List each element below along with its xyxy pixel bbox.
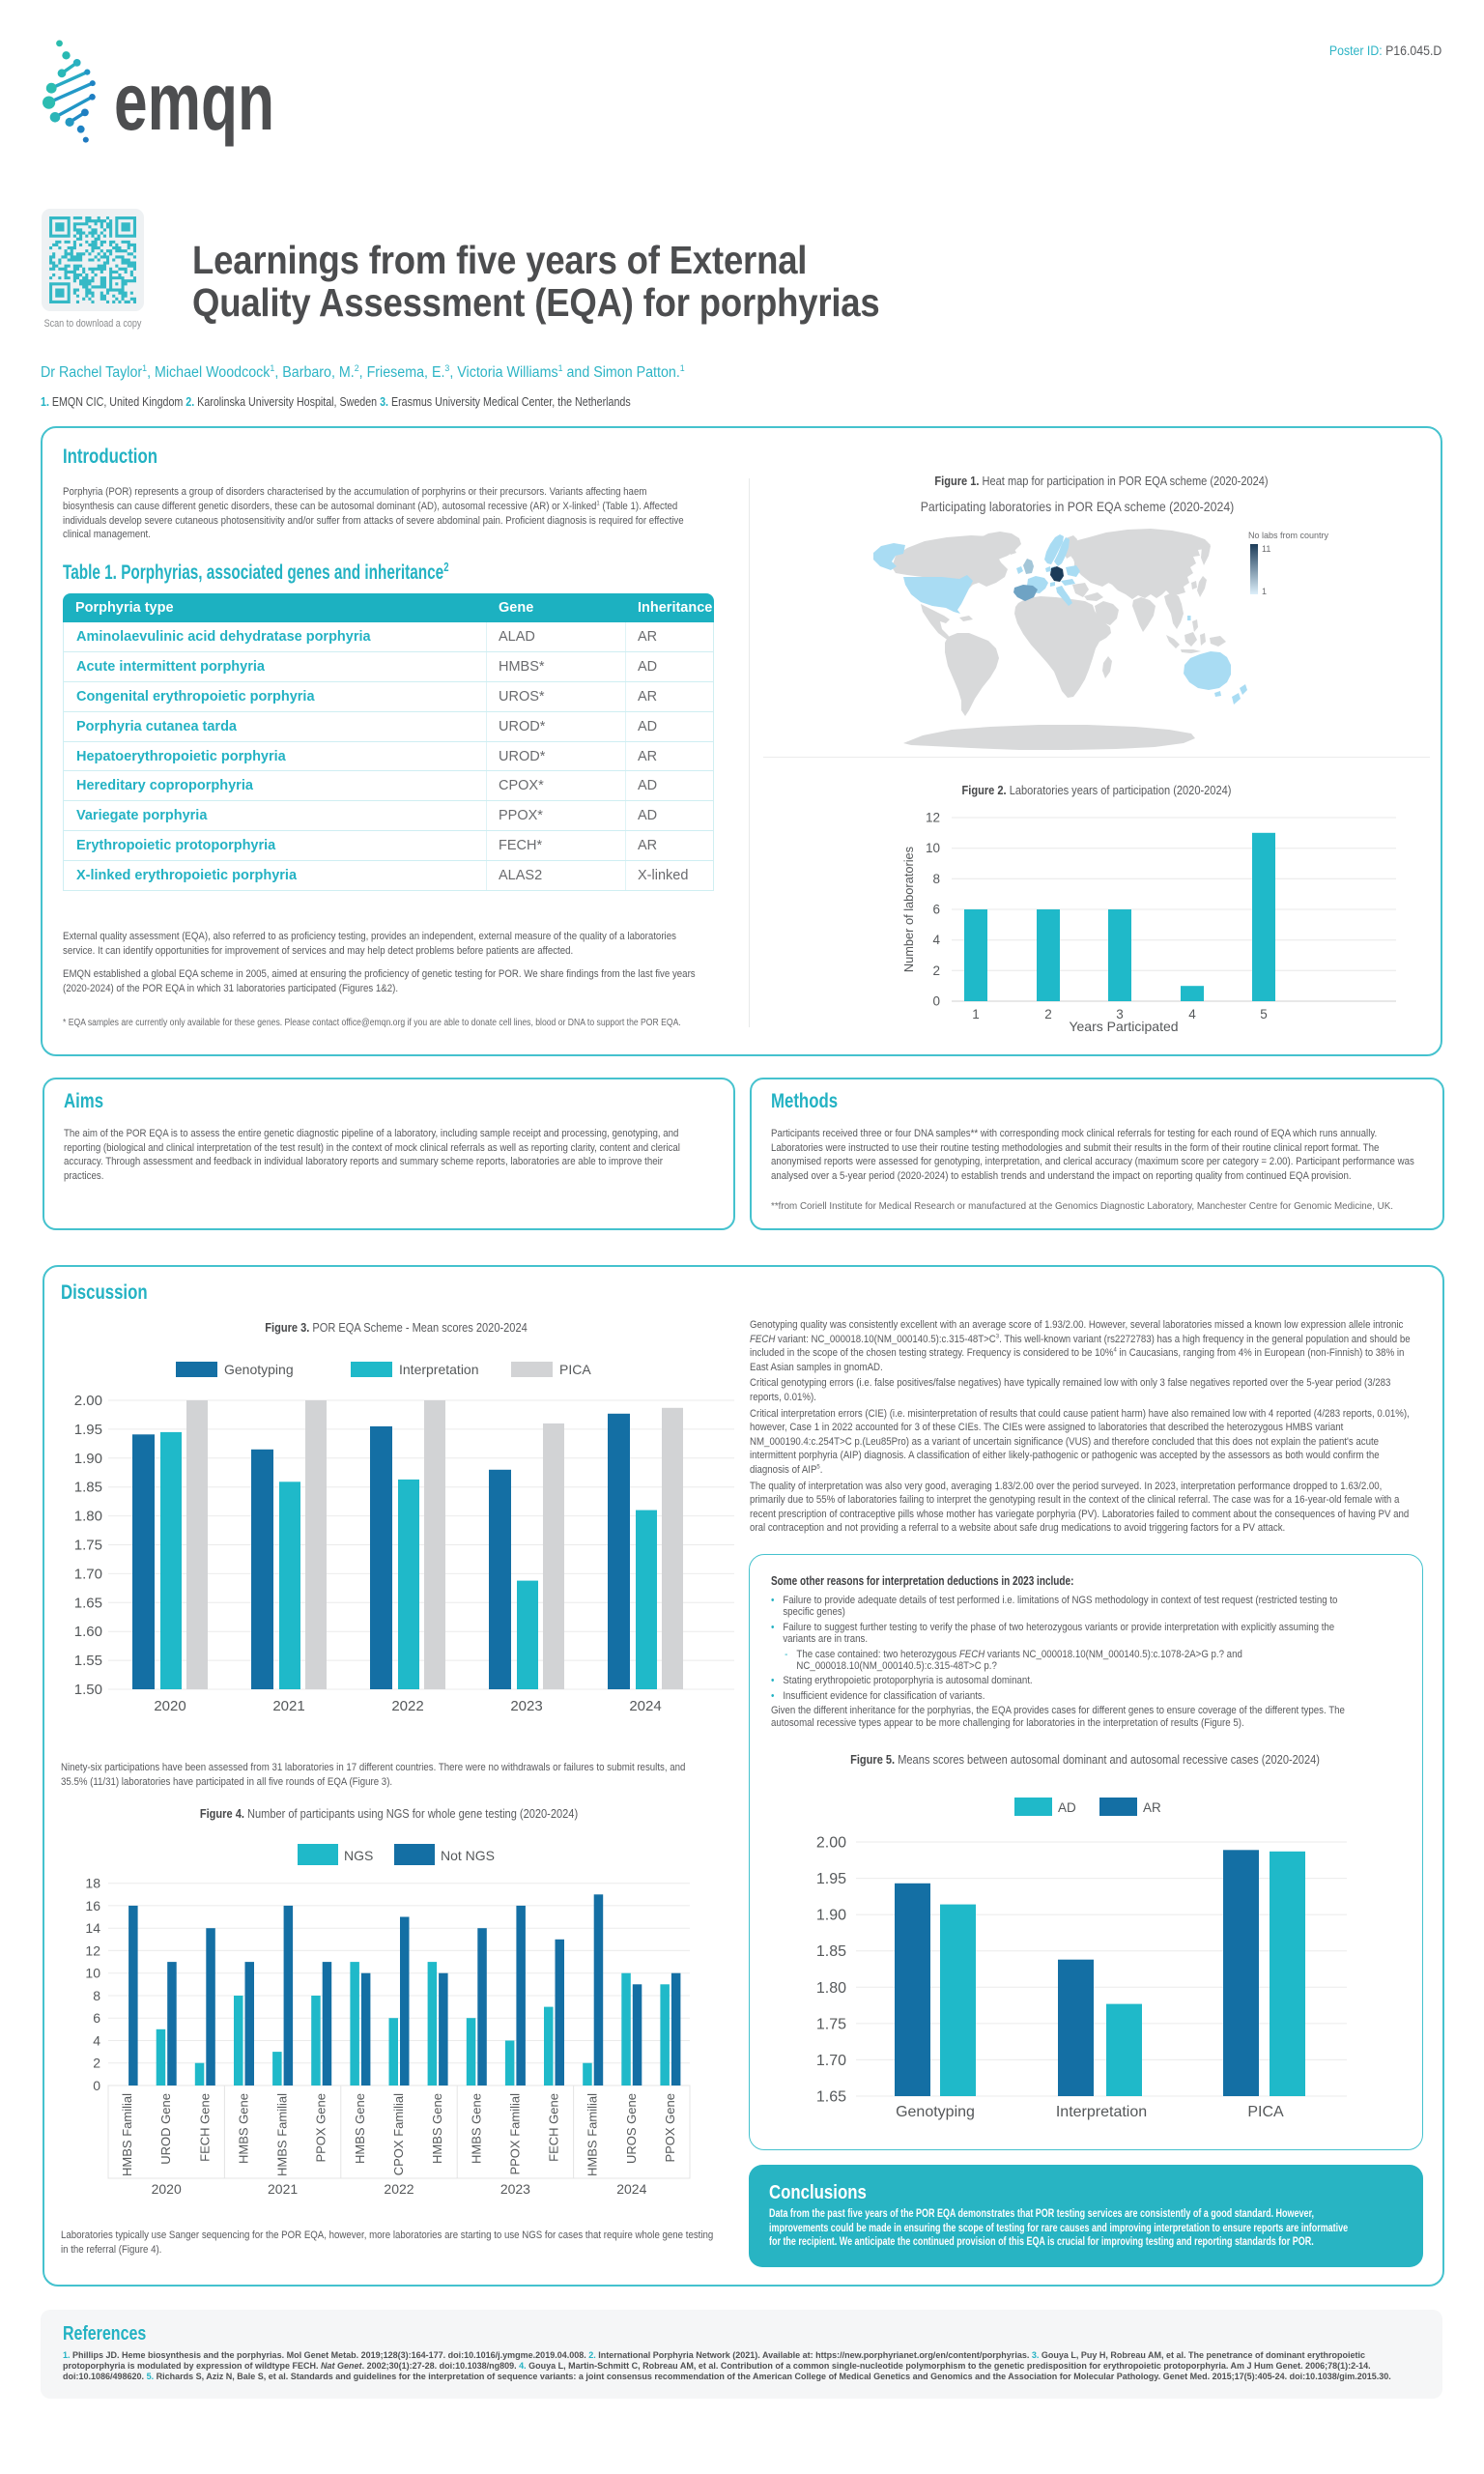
svg-text:1.55: 1.55 — [74, 1653, 102, 1669]
svg-text:HMBS Gene: HMBS Gene — [430, 2093, 444, 2164]
svg-text:Genotyping: Genotyping — [224, 1362, 294, 1377]
svg-text:2020: 2020 — [154, 1698, 186, 1714]
svg-text:4: 4 — [1188, 1007, 1196, 1021]
svg-text:2022: 2022 — [391, 1698, 423, 1714]
svg-text:8: 8 — [93, 1988, 100, 2003]
svg-text:2021: 2021 — [272, 1698, 304, 1714]
svg-text:2024: 2024 — [629, 1698, 661, 1714]
svg-text:UROD Gene: UROD Gene — [158, 2093, 173, 2165]
svg-text:6: 6 — [93, 2010, 100, 2026]
svg-text:10: 10 — [85, 1966, 100, 1981]
svg-text:8: 8 — [932, 872, 940, 886]
svg-text:18: 18 — [85, 1876, 100, 1891]
svg-text:4: 4 — [93, 2033, 100, 2049]
svg-text:1.95: 1.95 — [816, 1871, 846, 1887]
svg-text:1.65: 1.65 — [816, 2089, 846, 2106]
svg-text:10: 10 — [926, 841, 940, 855]
svg-text:PPOX Gene: PPOX Gene — [314, 2093, 328, 2163]
svg-text:12: 12 — [85, 1942, 100, 1958]
svg-text:FECH Gene: FECH Gene — [547, 2093, 561, 2162]
svg-text:Number of laboratories: Number of laboratories — [901, 847, 916, 972]
svg-text:11: 11 — [1262, 544, 1270, 554]
svg-text:1.95: 1.95 — [74, 1422, 102, 1438]
svg-text:Years Participated: Years Participated — [1069, 1019, 1178, 1034]
svg-text:2: 2 — [932, 964, 940, 978]
svg-text:1.90: 1.90 — [74, 1451, 102, 1467]
svg-text:3: 3 — [1116, 1007, 1124, 1021]
svg-text:HMBS Familial: HMBS Familial — [585, 2093, 600, 2176]
svg-text:16: 16 — [85, 1898, 100, 1913]
svg-text:0: 0 — [932, 994, 940, 1009]
svg-text:1: 1 — [1262, 587, 1267, 596]
svg-text:UROS Gene: UROS Gene — [624, 2093, 639, 2164]
svg-text:Interpretation: Interpretation — [1056, 2104, 1147, 2120]
svg-text:AR: AR — [1143, 1800, 1161, 1815]
svg-text:1.70: 1.70 — [816, 2053, 846, 2069]
svg-text:2023: 2023 — [500, 2181, 530, 2197]
svg-text:HMBS Gene: HMBS Gene — [237, 2093, 251, 2164]
svg-text:HMBS Familial: HMBS Familial — [275, 2093, 290, 2176]
svg-text:Genotyping: Genotyping — [896, 2104, 975, 2120]
svg-text:2: 2 — [1044, 1007, 1052, 1021]
svg-text:2023: 2023 — [510, 1698, 542, 1714]
svg-text:2020: 2020 — [152, 2181, 182, 2197]
svg-text:2022: 2022 — [384, 2181, 414, 2197]
svg-text:6: 6 — [932, 903, 940, 917]
svg-text:1: 1 — [972, 1007, 980, 1021]
svg-text:PICA: PICA — [559, 1362, 591, 1377]
svg-text:5: 5 — [1260, 1007, 1268, 1021]
svg-text:HMBS Gene: HMBS Gene — [353, 2093, 367, 2164]
svg-text:2021: 2021 — [268, 2181, 298, 2197]
svg-text:1.85: 1.85 — [816, 1943, 846, 1960]
svg-text:HMBS Familial: HMBS Familial — [120, 2093, 134, 2176]
svg-text:1.80: 1.80 — [74, 1509, 102, 1525]
svg-text:1.65: 1.65 — [74, 1595, 102, 1611]
svg-text:1.70: 1.70 — [74, 1566, 102, 1582]
svg-text:Not NGS: Not NGS — [441, 1848, 495, 1863]
svg-text:1.50: 1.50 — [74, 1682, 102, 1698]
svg-text:12: 12 — [926, 811, 940, 825]
svg-text:AD: AD — [1058, 1800, 1076, 1815]
svg-text:2024: 2024 — [616, 2181, 646, 2197]
svg-text:CPOX Familial: CPOX Familial — [391, 2093, 406, 2175]
svg-text:Interpretation: Interpretation — [399, 1362, 479, 1377]
svg-text:PPOX Gene: PPOX Gene — [663, 2093, 677, 2163]
svg-text:0: 0 — [93, 2078, 100, 2093]
svg-text:1.75: 1.75 — [74, 1538, 102, 1554]
svg-text:2.00: 2.00 — [74, 1393, 102, 1409]
svg-text:HMBS Gene: HMBS Gene — [469, 2093, 483, 2164]
svg-text:2.00: 2.00 — [816, 1835, 846, 1852]
svg-text:No labs from country: No labs from country — [1248, 531, 1329, 540]
svg-text:PICA: PICA — [1247, 2104, 1284, 2120]
svg-text:1.85: 1.85 — [74, 1480, 102, 1496]
svg-text:4: 4 — [932, 933, 940, 947]
svg-text:PPOX Familial: PPOX Familial — [507, 2093, 522, 2175]
svg-text:1.80: 1.80 — [816, 1980, 846, 1997]
svg-text:FECH Gene: FECH Gene — [197, 2093, 212, 2162]
svg-text:2: 2 — [93, 2056, 100, 2071]
svg-text:1.75: 1.75 — [816, 2016, 846, 2032]
svg-text:NGS: NGS — [344, 1848, 373, 1863]
svg-text:1.60: 1.60 — [74, 1624, 102, 1640]
svg-text:14: 14 — [85, 1920, 100, 1936]
svg-text:1.90: 1.90 — [816, 1908, 846, 1924]
svg-text:emqn: emqn — [114, 56, 274, 147]
